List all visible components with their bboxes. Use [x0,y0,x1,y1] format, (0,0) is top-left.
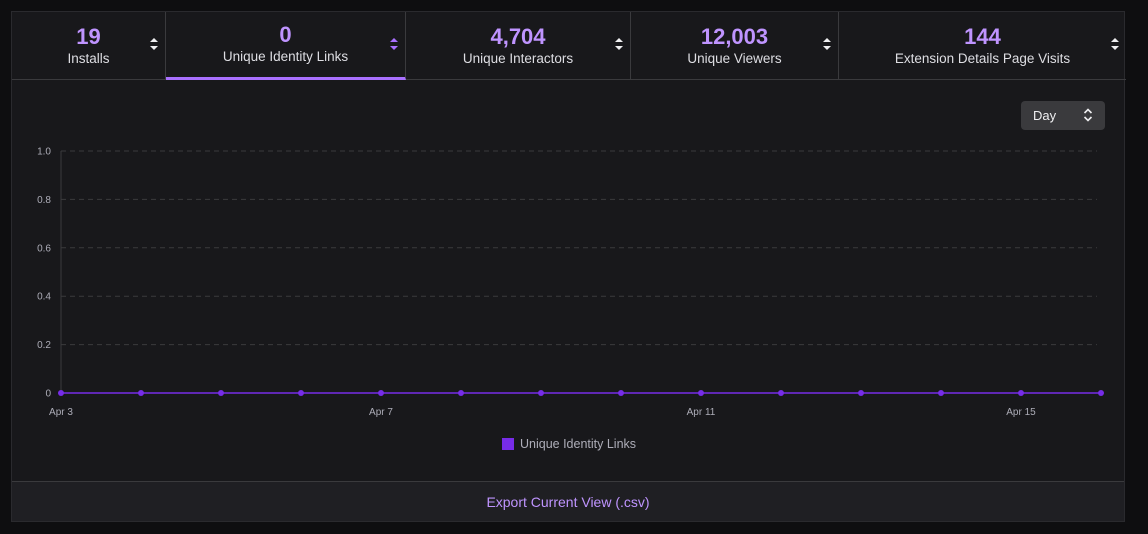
metric-value: 19 [76,23,101,49]
data-point [938,390,944,396]
x-tick-label: Apr 7 [369,407,393,418]
x-tick-label: Apr 3 [49,407,73,418]
metric-label: Unique Interactors [462,50,574,66]
export-csv-link[interactable]: Export Current View (.csv) [486,493,650,510]
tab-unique-viewers[interactable]: 12,003 Unique Viewers [631,12,839,80]
data-point [138,390,144,396]
line-chart: 1.0 0.8 0.6 0.4 0.2 0 Apr 3 Apr 7 Apr 11 Apr 15 [37,147,1104,418]
legend-label: Unique Identity Links [520,437,637,451]
legend-swatch [502,438,514,450]
analytics-panel: 19 Installs 0 Unique Identity Links 4,70… [11,11,1126,522]
data-point [218,390,224,396]
sort-icon[interactable] [1110,36,1120,52]
data-point [1018,390,1024,396]
data-point [698,390,704,396]
metric-value: 144 [964,23,1001,49]
metric-value: 0 [279,22,292,47]
data-point [378,390,384,396]
data-point [538,390,544,396]
tab-unique-identity-links[interactable]: 0 Unique Identity Links [166,12,406,80]
y-tick-label: 0.6 [37,243,51,254]
metric-label: Installs [67,50,110,66]
data-point [858,390,864,396]
data-point [778,390,784,396]
chevron-up-down-icon [1083,108,1093,125]
metric-label: Unique Identity Links [222,49,349,64]
tab-unique-interactors[interactable]: 4,704 Unique Interactors [406,12,631,80]
data-point [58,390,64,396]
metric-label: Unique Viewers [687,50,782,66]
sort-icon[interactable] [149,36,159,52]
data-point [298,390,304,396]
footer-bar: Export Current View (.csv) [12,481,1124,521]
x-tick-label: Apr 11 [687,407,716,418]
data-point [458,390,464,396]
y-tick-label: 1.0 [37,147,51,158]
sort-icon[interactable] [389,36,399,52]
data-point [1098,390,1104,396]
tab-installs[interactable]: 19 Installs [12,12,166,80]
y-tick-label: 0 [45,389,51,400]
metric-value: 12,003 [700,23,769,49]
interval-select-value: Day [1033,108,1057,123]
sort-icon[interactable] [614,36,624,52]
sort-icon[interactable] [822,36,832,52]
y-tick-label: 0.2 [37,340,51,351]
metric-tabs: 19 Installs 0 Unique Identity Links 4,70… [12,12,1126,80]
tab-extension-details-page-visits[interactable]: 144 Extension Details Page Visits [839,12,1126,80]
chart-legend[interactable]: Unique Identity Links [502,436,636,452]
x-tick-label: Apr 15 [1006,407,1036,418]
y-tick-label: 0.8 [37,195,51,206]
y-tick-label: 0.4 [37,292,51,303]
metric-value: 4,704 [490,23,546,49]
interval-select[interactable]: Day [1021,101,1105,130]
data-point [618,390,624,396]
metric-label: Extension Details Page Visits [894,50,1071,66]
